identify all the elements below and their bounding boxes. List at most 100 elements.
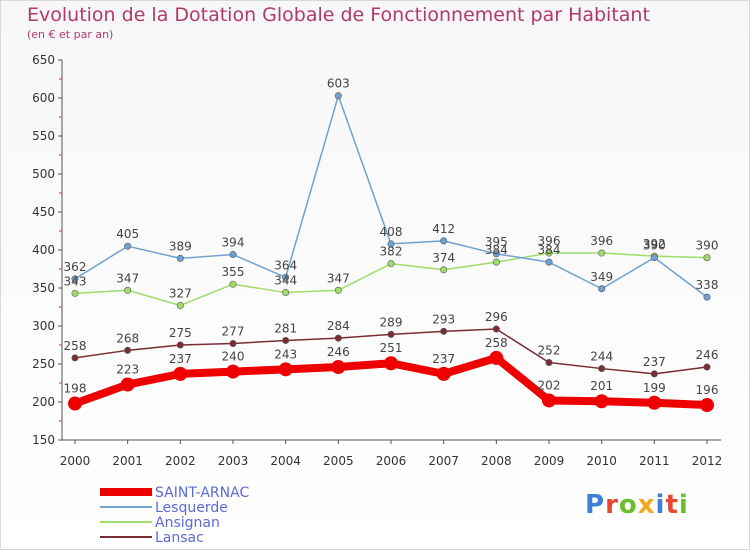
x-tick-label: 2007	[428, 454, 459, 468]
data-point	[440, 237, 448, 245]
x-tick-label: 2004	[270, 454, 301, 468]
data-label: 199	[643, 381, 666, 395]
data-label: 396	[538, 234, 561, 248]
y-tick-label: 250	[32, 357, 55, 371]
data-label: 362	[64, 260, 87, 274]
data-point	[282, 336, 290, 344]
x-tick-label: 2010	[586, 454, 617, 468]
data-label: 603	[327, 77, 350, 91]
data-label: 405	[116, 227, 139, 241]
data-label: 237	[432, 352, 455, 366]
data-label: 284	[327, 319, 350, 333]
data-label: 343	[64, 274, 87, 288]
data-point	[489, 350, 504, 365]
y-tick-label: 550	[32, 129, 55, 143]
data-point	[440, 327, 448, 335]
data-point	[120, 377, 135, 392]
data-label: 246	[696, 348, 719, 362]
data-label: 338	[696, 278, 719, 292]
data-label: 251	[380, 341, 403, 355]
data-label: 412	[432, 222, 455, 236]
data-point	[436, 366, 451, 381]
x-tick-label: 2012	[692, 454, 723, 468]
data-point	[334, 92, 342, 100]
data-label: 275	[169, 326, 192, 340]
data-point	[229, 251, 237, 259]
data-point	[226, 364, 240, 379]
data-label: 198	[64, 382, 87, 396]
logo-letter: i	[655, 490, 666, 520]
data-label: 327	[169, 286, 192, 300]
data-point	[173, 366, 188, 381]
data-point	[492, 258, 500, 266]
x-tick-label: 2006	[376, 454, 407, 468]
y-tick-label: 350	[32, 281, 55, 295]
logo-letter: P	[585, 490, 606, 520]
data-label: 389	[169, 239, 192, 253]
proxiti-logo: Proxiti	[585, 490, 689, 520]
data-label: 408	[380, 225, 403, 239]
data-point	[71, 275, 79, 283]
legend-label: SAINT-ARNAC	[155, 485, 249, 501]
logo-letter: o	[618, 490, 638, 520]
data-label: 258	[64, 339, 87, 353]
data-label: 240	[222, 350, 245, 364]
y-tick-label: 300	[32, 319, 55, 333]
data-label: 196	[696, 383, 719, 397]
data-label: 258	[485, 336, 508, 350]
data-point	[598, 285, 606, 293]
data-label: 384	[538, 243, 561, 257]
data-label: 252	[538, 343, 561, 357]
data-point	[545, 358, 553, 366]
data-label: 293	[432, 312, 455, 326]
data-point	[124, 346, 132, 354]
data-label: 382	[380, 245, 403, 259]
data-point	[278, 362, 293, 377]
data-label: 201	[590, 379, 613, 393]
data-point	[68, 396, 82, 411]
data-point	[331, 360, 346, 375]
legend-label: Lesquerde	[155, 500, 228, 516]
data-label: 344	[274, 274, 297, 288]
data-point	[387, 240, 395, 248]
data-label: 394	[222, 236, 245, 250]
data-point	[176, 254, 184, 262]
data-point	[703, 363, 711, 371]
data-label: 396	[590, 234, 613, 248]
y-tick-label: 450	[32, 205, 55, 219]
data-point	[440, 266, 448, 274]
data-label: 277	[222, 324, 245, 338]
legend-label: Ansignan	[155, 515, 220, 531]
data-label: 237	[169, 352, 192, 366]
data-point	[542, 393, 556, 408]
y-tick-label: 600	[32, 91, 55, 105]
data-label: 237	[643, 355, 666, 369]
data-point	[229, 280, 237, 288]
y-tick-label: 500	[32, 167, 55, 181]
data-point	[387, 330, 395, 338]
data-point	[334, 334, 342, 342]
data-point	[176, 341, 184, 349]
data-point	[598, 249, 606, 257]
x-tick-label: 2008	[481, 454, 512, 468]
x-tick-label: 2005	[323, 454, 354, 468]
data-point	[71, 354, 79, 362]
logo-letter: r	[605, 490, 619, 520]
data-point	[384, 356, 398, 371]
data-label: 374	[432, 251, 455, 265]
data-label: 347	[116, 271, 139, 285]
data-label: 202	[538, 378, 561, 392]
legend-label: Lansac	[155, 530, 204, 546]
x-tick-label: 2001	[112, 454, 143, 468]
data-labels: 258 268 275 277 281 284 289 293 296 252 244 237 246 3…	[64, 77, 719, 397]
chart-subtitle: (en € et par an)	[27, 28, 114, 41]
chart-title: Evolution de la Dotation Globale de Fonc…	[27, 4, 650, 26]
data-point	[124, 286, 132, 294]
data-point	[650, 370, 658, 378]
data-label: 289	[380, 315, 403, 329]
data-point	[598, 365, 606, 373]
data-point	[650, 254, 658, 262]
data-label: 281	[274, 321, 297, 335]
data-label: 296	[485, 310, 508, 324]
